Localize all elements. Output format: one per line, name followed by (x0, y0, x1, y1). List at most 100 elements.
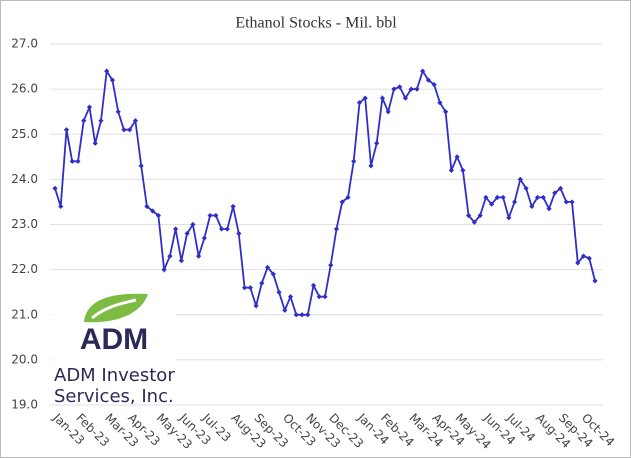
point (425, 77, 432, 83)
point (155, 212, 162, 219)
point (563, 199, 569, 205)
point (190, 221, 196, 228)
point (305, 312, 311, 318)
company-name: ADM Investor (54, 365, 175, 386)
company-name: Services, Inc. (54, 386, 174, 407)
point (534, 194, 541, 201)
point (127, 127, 133, 133)
point (81, 118, 87, 124)
point (299, 312, 305, 318)
point (546, 206, 552, 212)
point (385, 109, 391, 115)
point (391, 86, 397, 92)
point (586, 255, 592, 261)
point (224, 226, 230, 232)
point (569, 199, 575, 205)
point (322, 294, 328, 300)
point (506, 215, 512, 221)
point (63, 127, 70, 133)
y-tick-label: 26.0 (11, 82, 38, 96)
point (52, 185, 58, 191)
point (431, 82, 437, 88)
point (488, 201, 495, 207)
point (540, 194, 546, 201)
point (138, 163, 144, 169)
point (351, 158, 357, 164)
point (178, 258, 184, 264)
logo-leaf-vein (91, 298, 137, 320)
point (466, 212, 472, 219)
point (69, 158, 75, 164)
point (259, 280, 265, 286)
point (104, 68, 110, 74)
point (293, 312, 299, 318)
point (402, 95, 409, 101)
point (58, 203, 64, 210)
point (218, 226, 225, 232)
point (184, 230, 190, 237)
point (287, 294, 294, 300)
point (115, 109, 121, 115)
point (333, 226, 340, 232)
point (552, 190, 558, 196)
y-tick-label: 24.0 (11, 172, 38, 186)
point (161, 267, 167, 273)
point (144, 203, 150, 210)
point (98, 118, 104, 124)
point (414, 86, 420, 92)
point (500, 194, 506, 201)
point (92, 140, 98, 146)
y-tick-label: 20.0 (11, 352, 38, 366)
point (437, 100, 443, 106)
point (207, 212, 213, 219)
point (557, 185, 564, 191)
point (345, 194, 351, 201)
logo-text: ADM (80, 323, 148, 356)
y-tick-label: 23.0 (11, 217, 38, 231)
y-tick-label: 27.0 (11, 37, 38, 51)
point (264, 264, 271, 270)
point (241, 285, 248, 291)
point (75, 158, 81, 164)
point (408, 86, 414, 92)
chart-title: Ethanol Stocks - Mil. bbl (235, 15, 397, 32)
point (167, 253, 173, 259)
point (339, 199, 345, 205)
point (529, 203, 535, 210)
point (282, 307, 288, 313)
point (477, 212, 483, 219)
point (230, 203, 236, 210)
point (460, 167, 466, 173)
point (201, 235, 207, 241)
point (454, 154, 460, 160)
point (247, 285, 253, 291)
point (362, 95, 368, 101)
point (121, 127, 127, 133)
point (316, 294, 322, 300)
point (213, 212, 219, 219)
y-tick-label: 19.0 (11, 398, 38, 412)
point (511, 199, 518, 205)
point (86, 104, 93, 110)
point (397, 84, 403, 90)
point (517, 176, 523, 182)
point (580, 253, 587, 259)
point (310, 282, 317, 289)
point (471, 219, 477, 225)
point (276, 289, 282, 295)
point (523, 185, 529, 191)
y-tick-label: 21.0 (11, 307, 38, 321)
point (270, 271, 276, 277)
point (592, 278, 598, 284)
y-tick-label: 25.0 (11, 127, 38, 141)
point (196, 253, 202, 259)
point (448, 167, 454, 173)
point (328, 262, 334, 268)
point (494, 194, 500, 201)
point (132, 118, 139, 124)
point (368, 163, 374, 169)
point (420, 68, 426, 74)
point (379, 95, 386, 101)
